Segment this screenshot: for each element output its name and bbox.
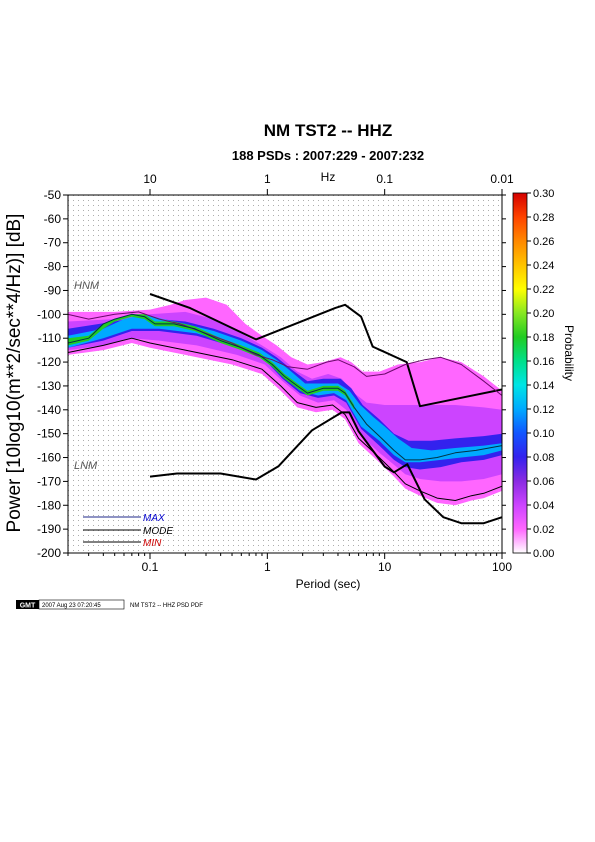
pdf-bands (68, 297, 502, 506)
colorbar-tick-label: 0.08 (533, 452, 554, 464)
top-axis: 10 1 0.1 0.01 (143, 172, 514, 195)
y-tick-label: -130 (37, 379, 61, 393)
colorbar-tick-label: 0.06 (533, 476, 554, 488)
y-tick-label: -90 (44, 283, 62, 297)
legend-mode-label: MODE (143, 526, 173, 537)
x-axis-label: Period (sec) (296, 577, 361, 591)
hnm-label: HNM (74, 280, 100, 292)
colorbar-tick-label: 0.10 (533, 428, 554, 440)
x-tick-label: 0.1 (142, 560, 159, 574)
footer-timestamp: 2007 Aug 23 07:20:45 (42, 603, 101, 609)
y-tick-label: -60 (44, 212, 62, 226)
colorbar-tick-label: 0.18 (533, 332, 554, 344)
pdf-band-3 (68, 314, 502, 463)
series-line-mode (68, 313, 502, 461)
gmt-logo-box (16, 600, 39, 609)
chart-subtitle: 188 PSDs : 2007:229 - 2007:232 (232, 148, 424, 163)
colorbar-tick-label: 0.30 (533, 188, 554, 200)
y-tick-label: -200 (37, 546, 61, 560)
y-tick-label: -180 (37, 498, 61, 512)
colorbar-tick-label: 0.22 (533, 284, 554, 296)
colorbar-tick-label: 0.26 (533, 236, 554, 248)
top-tick-label: 1 (264, 172, 271, 186)
series-line-min (68, 337, 502, 501)
y-tick-label: -120 (37, 355, 61, 369)
legend: MAX MODE MIN (83, 513, 173, 549)
y-tick-label: -140 (37, 403, 61, 417)
y-tick-label: -170 (37, 474, 61, 488)
y-axis-label: Power [10log10(m**2/sec**4/Hz)] [dB] (4, 214, 25, 533)
colorbar-axis: 0.30 0.28 0.26 0.24 0.22 0.20 0.18 0.16 0.14 0.12… (527, 188, 554, 560)
colorbar-tick-label: 0.12 (533, 404, 554, 416)
top-tick-label: 0.01 (490, 172, 514, 186)
colorbar-label: Probability (562, 325, 576, 381)
lnm-label: LNM (74, 460, 98, 472)
colorbar-tick-label: 0.02 (533, 524, 554, 536)
y-tick-label: -80 (44, 260, 62, 274)
plot-frame (67, 194, 503, 554)
y-tick-label: -160 (37, 451, 61, 465)
y-tick-label: -70 (44, 236, 62, 250)
colorbar-tick-label: 0.04 (533, 500, 554, 512)
timestamp-box (38, 599, 125, 610)
x-tick-label: 1 (264, 560, 271, 574)
y-tick-label: -150 (37, 427, 61, 441)
colorbar-tick-label: 0.20 (533, 308, 554, 320)
y-tick-label: -110 (38, 331, 61, 345)
colorbar-tick-label: 0.16 (533, 356, 554, 368)
colorbar-tick-label: 0.00 (533, 548, 554, 560)
colorbar-tick-label: 0.24 (533, 260, 554, 272)
y-tick-label: -50 (44, 188, 62, 202)
legend-max-label: MAX (143, 513, 165, 524)
y-tick-label: -190 (37, 522, 61, 536)
series-line-lnm (149, 411, 502, 525)
footer: GMT 2007 Aug 23 07:20:45 NM TST2 -- HHZ … (16, 599, 203, 610)
series-line-max (68, 311, 502, 396)
colorbar (512, 192, 528, 554)
top-tick-label: 10 (143, 172, 157, 186)
x-tick-label: 100 (492, 560, 512, 574)
colorbar-tick-label: 0.14 (533, 380, 554, 392)
series-line-hnm (149, 293, 502, 408)
legend-min-label: MIN (143, 538, 162, 549)
colorbar-tick-label: 0.28 (533, 212, 554, 224)
gmt-logo: GMT (20, 603, 36, 610)
footer-caption: NM TST2 -- HHZ PSD PDF (130, 603, 203, 609)
top-axis-label: Hz (321, 170, 336, 184)
x-axis: 0.1 1 10 100 (67, 553, 512, 574)
y-axis: -50 -60 -70 -80 -90 -100 -110 -120 -130 -140 -150 -… (37, 188, 506, 560)
x-tick-label: 10 (378, 560, 392, 574)
series-lines (68, 293, 502, 525)
y-tick-label: -100 (37, 307, 61, 321)
chart-title: NM TST2 -- HHZ (264, 121, 392, 140)
top-tick-label: 0.1 (376, 172, 393, 186)
